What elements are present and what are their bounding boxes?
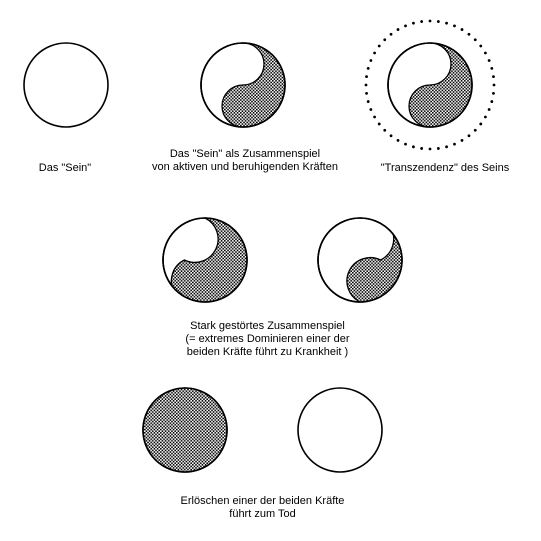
caption-disturbed-line2: (= extremes Dominieren einer der xyxy=(185,333,349,345)
caption-extinct: Erlöschen einer der beiden Kräfte führt … xyxy=(135,495,390,521)
caption-sein: Das "Sein" xyxy=(0,162,130,175)
diagram-canvas xyxy=(0,0,541,541)
caption-extinct-line1: Erlöschen einer der beiden Kräfte xyxy=(181,495,345,507)
caption-extinct-line2: führt zum Tod xyxy=(229,508,295,520)
caption-balanced-line2: von aktiven und beruhigenden Kräften xyxy=(152,161,338,173)
caption-balanced: Das "Sein" als Zusammenspiel von aktiven… xyxy=(140,148,350,174)
caption-transcend-text: "Transzendenz" des Seins xyxy=(381,162,509,174)
caption-disturbed-line3: beiden Kräfte führt zu Krankheit ) xyxy=(187,346,348,358)
caption-disturbed: Stark gestörtes Zusammenspiel (= extreme… xyxy=(140,320,395,360)
caption-transcend: "Transzendenz" des Seins xyxy=(360,162,530,175)
caption-balanced-line1: Das "Sein" als Zusammenspiel xyxy=(170,148,320,160)
caption-disturbed-line1: Stark gestörtes Zusammenspiel xyxy=(190,320,345,332)
caption-sein-text: Das "Sein" xyxy=(39,162,91,174)
